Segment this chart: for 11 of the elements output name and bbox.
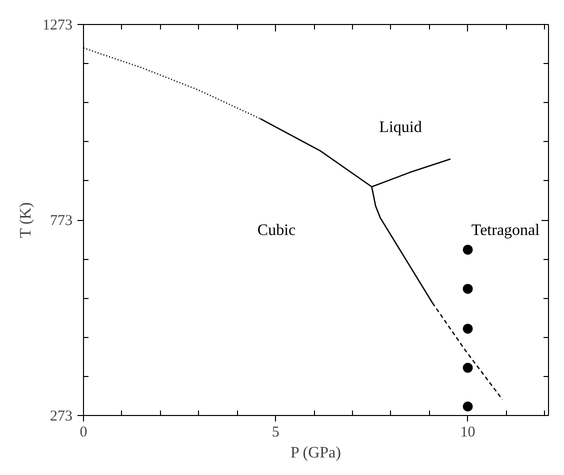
y-tick-label: 773 xyxy=(50,213,72,229)
annotation: Tetragonal xyxy=(471,222,540,239)
y-axis-title: T (K) xyxy=(18,202,34,238)
x-tick-label: 0 xyxy=(80,424,88,440)
y-tick-label: 1273 xyxy=(42,18,72,34)
x-tick-label: 10 xyxy=(460,424,476,440)
annotation: Liquid xyxy=(379,119,422,136)
annotation: Cubic xyxy=(257,222,296,239)
y-tick-label: 273 xyxy=(50,408,72,424)
x-axis-title: P (GPa) xyxy=(290,444,341,462)
x-tick-label: 5 xyxy=(272,424,280,440)
